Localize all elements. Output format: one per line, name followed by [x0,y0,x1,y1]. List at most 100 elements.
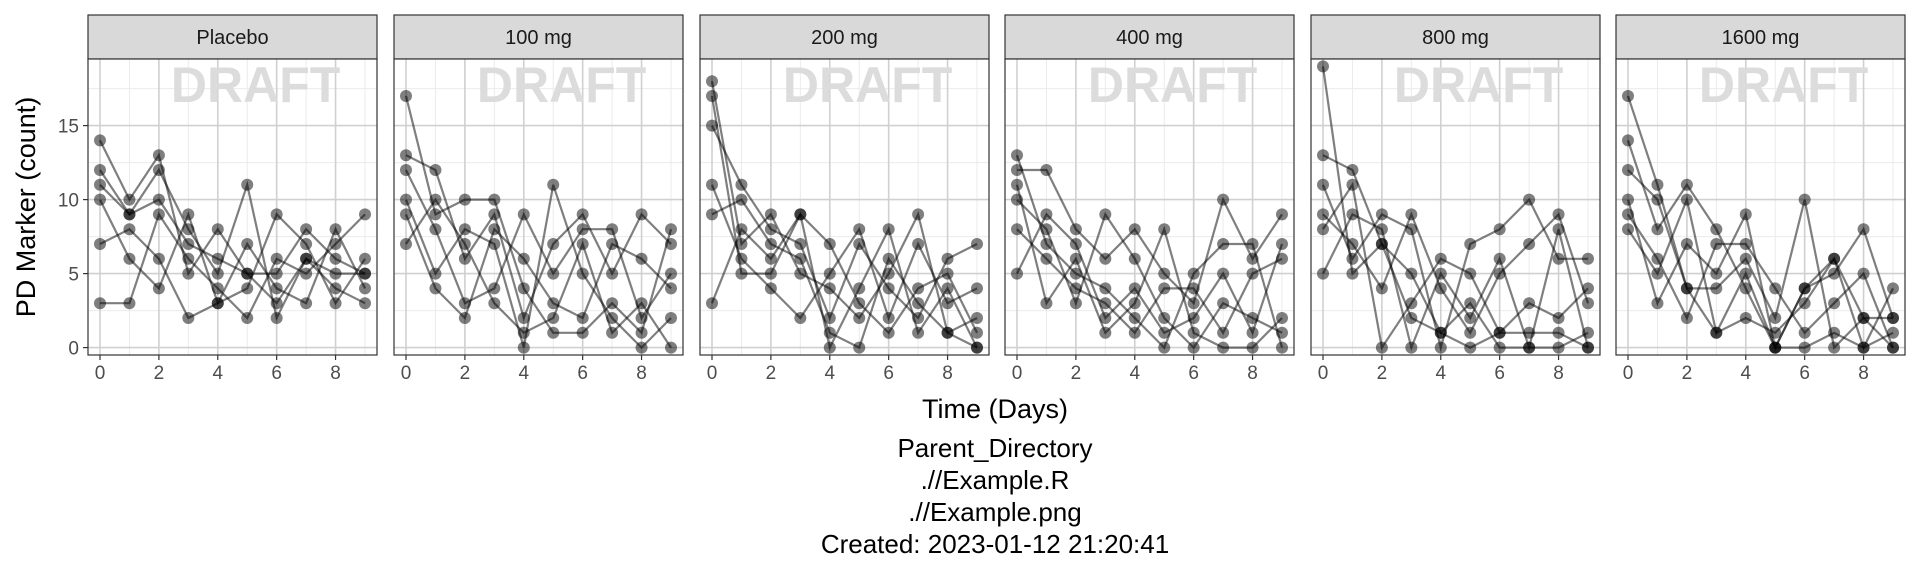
data-point [971,326,983,339]
data-point [1493,341,1506,354]
data-point [1493,326,1506,339]
data-point [1552,208,1565,221]
data-point [1375,341,1388,354]
data-point [971,312,983,324]
data-point [1798,326,1811,339]
data-point [152,252,165,265]
series-line [99,199,366,306]
series-line [1626,199,1895,351]
data-point [329,282,342,295]
data-point [1651,178,1664,191]
data-point [794,252,807,265]
x-tick-label: 4 [1435,363,1446,384]
data-point [270,282,283,295]
x-tick-label: 4 [518,363,529,384]
data-point [735,238,748,250]
data-point [1434,267,1447,280]
data-point [517,341,530,354]
data-point [1011,178,1023,191]
data-point [270,252,283,265]
data-point [1040,223,1053,236]
series-line [1321,66,1589,349]
x-tick-label: 6 [271,363,282,384]
data-point [912,282,925,295]
data-point [1680,193,1693,206]
data-point [547,178,560,191]
data-point [1128,282,1141,295]
data-point [1217,193,1230,206]
data-point [1798,341,1811,354]
data-point [941,326,954,339]
data-point [912,326,925,339]
series-line [405,197,672,349]
data-point [94,193,106,206]
panel-background [1311,59,1600,355]
data-point [882,312,895,324]
data-point [211,297,224,310]
caption-block: Parent_Directory .//Example.R .//Example… [495,432,1495,560]
data-point [1405,297,1418,310]
series-line [100,211,366,320]
data-point [1405,341,1418,354]
data-point [123,252,136,265]
data-point [1464,267,1477,280]
data-point [794,238,807,250]
data-point [1769,282,1782,295]
data-point [94,164,106,176]
data-point [123,223,136,236]
data-point [706,208,718,221]
data-point [1375,282,1388,295]
data-point [1346,252,1359,265]
data-point [912,297,925,310]
facet-strip [699,14,990,60]
caption-image-file: .//Example.png [908,497,1082,527]
data-point [706,178,718,191]
data-point [1680,312,1693,324]
data-point [300,252,313,265]
data-point [1622,90,1634,102]
data-point [517,326,530,339]
data-point [1552,326,1565,339]
data-point [488,282,501,295]
series-line [405,169,672,321]
data-point [665,282,677,295]
data-point [1434,341,1447,354]
data-point [211,282,224,295]
facet-panel: 200 mg DRAFT 0 2 4 6 8 [699,14,990,384]
data-point [1158,326,1171,339]
data-point [1069,252,1082,265]
data-point [1246,341,1259,354]
data-point [1405,312,1418,324]
data-point [329,238,342,250]
data-point [1887,312,1899,324]
data-point [458,193,471,206]
data-point [1651,297,1664,310]
data-point [1523,238,1536,250]
x-tick-label: 6 [577,363,588,384]
data-point [1798,297,1811,310]
data-point [429,223,442,236]
data-point [94,178,106,191]
data-point [429,282,442,295]
data-point [635,326,648,339]
data-point [1857,267,1870,280]
data-point [971,238,983,250]
data-point [1011,164,1023,176]
x-tick-label: 0 [1012,363,1023,384]
facet-strip-label: 800 mg [1422,27,1489,49]
data-point [270,208,283,221]
facet-panel: Placebo DRAFT 0 2 4 6 8 [87,14,378,384]
data-point [1828,297,1841,310]
data-point [665,238,677,250]
data-point [941,252,954,265]
data-point [488,297,501,310]
data-point [1434,252,1447,265]
data-point [1680,238,1693,250]
series-line [1015,154,1284,350]
data-point [1405,208,1418,221]
data-point [1276,312,1288,324]
facet-strip-label: 200 mg [811,27,878,49]
series-line [1322,154,1589,349]
series-line [711,198,978,350]
x-tick-label: 2 [460,363,471,384]
